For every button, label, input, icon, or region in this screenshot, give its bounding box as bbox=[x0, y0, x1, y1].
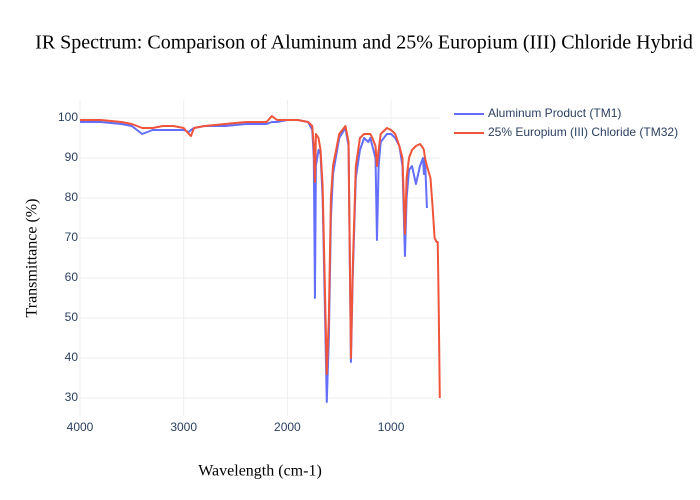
grid bbox=[79, 100, 440, 416]
x-tick-label: 4000 bbox=[67, 420, 94, 434]
y-tick-label: 30 bbox=[65, 390, 79, 404]
series-line bbox=[80, 119, 428, 403]
y-tick-label: 90 bbox=[65, 150, 79, 164]
y-axis-title: Transmittance (%) bbox=[24, 199, 41, 318]
chart-title: IR Spectrum: Comparison of Aluminum and … bbox=[35, 32, 693, 54]
x-tick-label: 3000 bbox=[170, 420, 197, 434]
legend-label: Aluminum Product (TM1) bbox=[488, 106, 621, 120]
y-tick-label: 60 bbox=[65, 270, 79, 284]
y-tick-label: 80 bbox=[65, 190, 79, 204]
y-tick-label: 40 bbox=[65, 350, 79, 364]
legend: Aluminum Product (TM1) 25% Europium (III)… bbox=[454, 106, 678, 139]
plot-area bbox=[80, 115, 441, 403]
legend-label: 25% Europium (III) Chloride (TM32) bbox=[488, 125, 678, 139]
x-axis-title: Wavelength (cm-1) bbox=[198, 463, 322, 480]
y-tick-label: 100 bbox=[58, 110, 78, 124]
x-tick-label: 1000 bbox=[378, 420, 405, 434]
y-tick-label: 70 bbox=[65, 230, 79, 244]
y-tick-label: 50 bbox=[65, 310, 79, 324]
x-tick-label: 2000 bbox=[274, 420, 301, 434]
series-line bbox=[80, 115, 441, 399]
